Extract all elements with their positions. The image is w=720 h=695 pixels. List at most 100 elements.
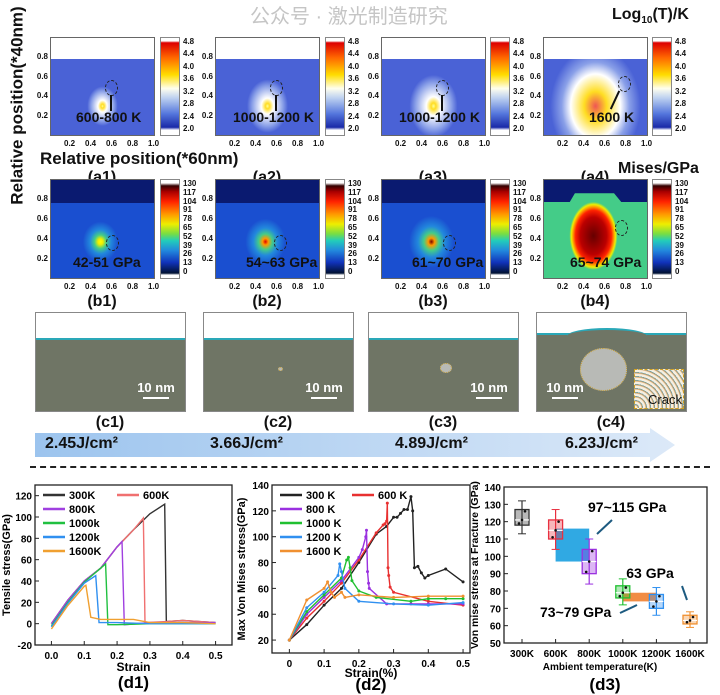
y-tick-label: 0.2 — [201, 111, 213, 121]
temperature-map: 1000-1200 K — [381, 37, 486, 136]
data-point — [350, 579, 354, 583]
x-axis-label: Strain — [116, 660, 150, 674]
data-point — [360, 548, 364, 552]
y-tick-label: 100 — [484, 552, 501, 563]
y-tick-label: 0.6 — [201, 214, 213, 223]
x-tick-label: 0.4 — [578, 139, 590, 148]
y-tick-label: 0.6 — [36, 214, 48, 223]
temperature-colorbar — [652, 37, 672, 136]
x-tick-label: 1200K — [642, 649, 672, 660]
data-point — [336, 573, 340, 577]
scale-bar-line — [476, 397, 502, 399]
scale-bar: 10 nm — [131, 380, 181, 399]
arrow-icon — [110, 95, 112, 111]
highlight-range — [622, 592, 657, 602]
series-line-1200k — [50, 574, 216, 628]
data-point — [618, 594, 622, 598]
colorbar-tick-label: 91 — [675, 205, 684, 215]
y-axis-label: Von mise stress at Fracture (GPa) — [469, 481, 481, 649]
surface-vacuum — [204, 313, 353, 340]
data-point — [395, 515, 399, 519]
data-point — [339, 590, 343, 594]
data-point — [399, 511, 403, 515]
y-tick-label: 120 — [484, 518, 501, 529]
x-tick-label: 0.8 — [458, 282, 470, 291]
data-point — [385, 519, 389, 523]
scale-bar-line — [552, 397, 578, 399]
colorbar-tick-label: 4.0 — [348, 61, 360, 71]
data-point — [554, 529, 557, 532]
colorbar-tick-label: 3.6 — [513, 74, 525, 84]
mises-colorbar — [652, 179, 672, 279]
panel-label: (d3) — [589, 675, 620, 694]
data-point — [520, 518, 524, 522]
legend-label: 1000 K — [306, 518, 342, 530]
data-point — [685, 620, 689, 624]
mises-colorbar — [490, 179, 510, 279]
arrow-icon — [275, 95, 277, 111]
x-tick-label: 0.8 — [620, 139, 632, 148]
colorbar-tick-label: 4.0 — [513, 61, 525, 71]
y-tick-label: 0.2 — [529, 111, 541, 121]
y-tick-label: 0.8 — [36, 51, 48, 61]
data-point — [339, 579, 343, 583]
temp-title-suffix: (T)/K — [652, 6, 689, 23]
y-tick-label: 60 — [21, 556, 33, 567]
y-tick-label: 0.8 — [367, 194, 379, 203]
panel-label: (b4) — [580, 293, 610, 310]
colorbar-tick-label: 2.8 — [183, 99, 195, 109]
vacuum-region — [544, 180, 647, 202]
colorbar-tick-label: 52 — [675, 231, 684, 241]
panel-label: (c3) — [428, 414, 458, 431]
vacuum-region — [51, 180, 154, 203]
annotation-range-blue: 97~115 GPa — [588, 499, 666, 515]
scale-bar-label: 10 nm — [546, 380, 584, 395]
data-point — [409, 495, 413, 499]
y-tick-label: 0.8 — [529, 51, 541, 61]
colorbar-tick-label: 4.8 — [183, 36, 195, 46]
data-point — [419, 571, 423, 575]
x-tick-label: 300K — [510, 649, 535, 660]
data-point — [339, 581, 343, 585]
data-point — [523, 509, 527, 513]
y-tick-label: 100 — [252, 533, 269, 544]
data-point — [461, 580, 465, 584]
void-region — [278, 366, 283, 371]
x-tick-label: 0.4 — [578, 282, 590, 291]
data-point — [624, 586, 628, 589]
y-tick-label: -20 — [18, 641, 33, 652]
temperature-annotation: 1000-1200 K — [233, 109, 314, 125]
scale-bar: 10 nm — [299, 380, 349, 399]
panel-label: (b1) — [87, 293, 117, 310]
data-point — [339, 570, 343, 574]
plot-frame — [34, 484, 233, 646]
colorbar-tick-label: 39 — [675, 240, 684, 250]
x-tick-label: 0.4 — [416, 139, 428, 148]
x-tick-label: 0.6 — [271, 139, 283, 148]
md-snapshot: 10 nm — [35, 312, 186, 412]
colorbar-tick-label: 4.8 — [675, 36, 687, 46]
colorbar-tick-label: 0 — [675, 267, 680, 276]
region-marker-circle — [106, 235, 119, 251]
panel-label: (c4) — [596, 414, 626, 431]
colorbar-tick-label: 0 — [513, 267, 518, 276]
colorbar-tick-label: 4.0 — [675, 61, 687, 71]
temperature-annotation: 600-800 K — [76, 109, 142, 125]
data-point — [357, 593, 361, 597]
colorbar-tick-label: 3.2 — [348, 86, 360, 96]
legend-label: 600 K — [378, 490, 407, 502]
legend-label: 300 K — [306, 490, 335, 502]
crack-label: Crack — [648, 392, 682, 407]
legend-label: 600K — [143, 490, 169, 502]
y-tick-label: 60 — [258, 584, 270, 595]
x-tick-label: 800K — [577, 649, 602, 660]
x-tick-label: 1600K — [675, 649, 705, 660]
x-tick-label: 1.0 — [641, 282, 653, 291]
temp-title-prefix: Log — [612, 6, 642, 23]
series-line-600K — [288, 503, 464, 641]
box-body — [514, 508, 530, 526]
data-point — [305, 610, 309, 614]
series-line-1600K — [288, 580, 464, 641]
data-point — [322, 590, 326, 594]
colorbar-tick-label: 2.0 — [513, 124, 525, 134]
